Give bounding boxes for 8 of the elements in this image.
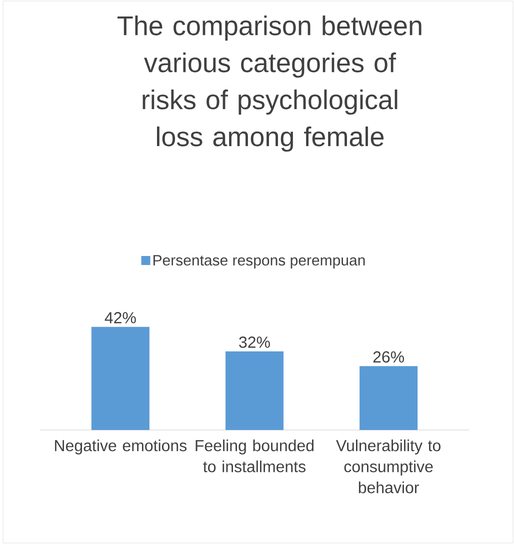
x-tick-label: Feeling bounded to installments [196, 440, 314, 472]
chart-title: The comparison between various categories of risks of psychological loss among female [118, 16, 422, 152]
data-label: 32% [239, 336, 270, 348]
legend-label: Persentase respons perempuan [154, 255, 365, 269]
x-tick-label: Vulnerability to consumptive behavior [336, 440, 440, 494]
data-label: 26% [373, 351, 404, 363]
x-tick-label: Negative emotions [55, 440, 187, 454]
data-label: 42% [104, 312, 136, 324]
